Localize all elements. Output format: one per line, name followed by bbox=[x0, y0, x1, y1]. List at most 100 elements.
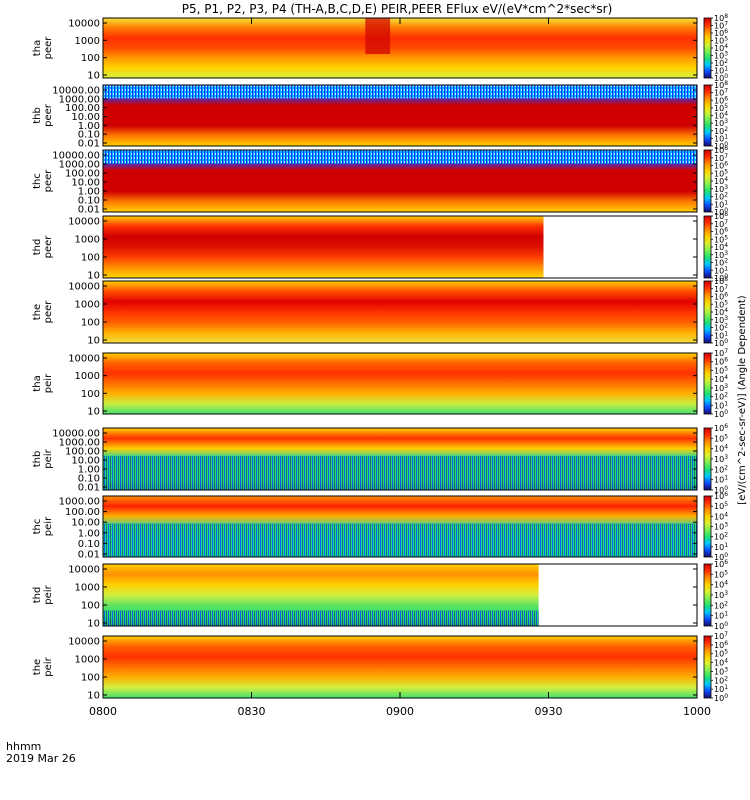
y-tick-label: 1000.00 bbox=[59, 438, 100, 449]
colorbar-tick-label: 104 bbox=[714, 374, 728, 384]
y-axis-label: thcpeir bbox=[32, 516, 54, 536]
x-tick-label: 0900 bbox=[386, 705, 414, 718]
y-tick-label: 1000 bbox=[75, 655, 100, 666]
colorbar-tick-label: 101 bbox=[714, 265, 728, 275]
colorbar-tick-label: 100 bbox=[714, 73, 728, 83]
colorbar-tick-label: 104 bbox=[714, 176, 728, 186]
colorbar-tick-label: 106 bbox=[714, 95, 728, 105]
colorbar-tick-label: 105 bbox=[714, 501, 728, 511]
colorbar-tick-label: 100 bbox=[714, 552, 728, 562]
colorbar-tick-label: 104 bbox=[714, 307, 728, 317]
y-tick-label: 10000 bbox=[68, 19, 100, 30]
colorbar-tick-label: 100 bbox=[714, 693, 728, 703]
y-tick-label: 100 bbox=[81, 253, 100, 264]
y-axis-label: thepeir bbox=[32, 656, 54, 676]
colorbar-tick-label: 106 bbox=[714, 640, 728, 650]
y-tick-label: 1000 bbox=[75, 371, 100, 382]
colorbar-tick-label: 100 bbox=[714, 141, 728, 151]
low-energy-noise bbox=[103, 523, 697, 558]
y-tick-label: 10000.00 bbox=[52, 429, 100, 440]
x-tick-label: 0930 bbox=[535, 705, 563, 718]
colorbar-tick-label: 104 bbox=[714, 580, 728, 590]
colorbar-tick-label: 108 bbox=[714, 276, 728, 286]
y-tick-label: 100.00 bbox=[65, 103, 100, 114]
colorbar-tick-label: 107 bbox=[714, 631, 728, 641]
colorbar-tick-label: 103 bbox=[714, 666, 728, 676]
y-tick-label: 0.10 bbox=[78, 539, 100, 550]
colorbar-tick-label: 102 bbox=[714, 675, 728, 685]
x-axis: 0800 0830 0900 0930 1000 bbox=[89, 18, 711, 718]
colorbar-tick-label: 101 bbox=[714, 611, 728, 621]
colorbar-tick-label: 101 bbox=[714, 475, 728, 485]
colorbar-tick-label: 100 bbox=[714, 621, 728, 631]
colorbar-tick-label: 103 bbox=[714, 590, 728, 600]
colorbar-tick-label: 106 bbox=[714, 292, 728, 302]
x-tick-label: 1000 bbox=[683, 705, 711, 718]
y-tick-label: 0.01 bbox=[78, 205, 100, 216]
y-tick-label: 10 bbox=[87, 336, 100, 347]
panel-tha-peer: 10100100010000thapeer1001011021031041051… bbox=[32, 13, 728, 83]
colorbar-tick-label: 101 bbox=[714, 330, 728, 340]
colorbar-tick-label: 106 bbox=[714, 559, 728, 569]
colorbar-tick-label: 102 bbox=[714, 58, 728, 68]
colorbar-tick-label: 103 bbox=[714, 315, 728, 325]
colorbar-tick-label: 107 bbox=[714, 88, 728, 98]
y-axis-label: thdpeir bbox=[32, 584, 54, 604]
colorbar-tick-label: 107 bbox=[714, 348, 728, 358]
colorbar-tick-label: 102 bbox=[714, 464, 728, 474]
panel-frame bbox=[102, 352, 698, 415]
colorbar-tick-label: 103 bbox=[714, 522, 728, 532]
y-tick-label: 10000.00 bbox=[52, 86, 100, 97]
colorbar-tick-label: 105 bbox=[714, 365, 728, 375]
colorbar-tick-label: 105 bbox=[714, 168, 728, 178]
y-tick-label: 10000 bbox=[68, 282, 100, 293]
y-tick-label: 10.00 bbox=[71, 178, 100, 189]
colorbar-tick-label: 104 bbox=[714, 511, 728, 521]
colorbar-tick-label: 107 bbox=[714, 219, 728, 229]
y-tick-label: 10 bbox=[87, 407, 100, 418]
y-tick-label: 1000.00 bbox=[59, 497, 100, 508]
y-tick-label: 10000.00 bbox=[52, 151, 100, 162]
flux-enhancement bbox=[365, 18, 391, 54]
panel-frame bbox=[102, 563, 698, 627]
colorbar-tick-label: 102 bbox=[714, 192, 728, 202]
colorbar-tick-label: 101 bbox=[714, 400, 728, 410]
panel-thd-peer: 10100100010000thdpeer1001011021031041051… bbox=[32, 211, 728, 283]
high-energy-band bbox=[103, 150, 697, 164]
panel-tha-peir: 10100100010000thapeir1001011021031041051… bbox=[32, 348, 728, 419]
y-tick-label: 0.01 bbox=[78, 483, 100, 494]
colorbar-tick-label: 104 bbox=[714, 111, 728, 121]
colorbar-tick-label: 105 bbox=[714, 433, 728, 443]
colorbar-tick-label: 105 bbox=[714, 234, 728, 244]
colorbar-tick-label: 102 bbox=[714, 258, 728, 268]
panel-frame bbox=[102, 280, 698, 344]
colorbar-tick-label: 101 bbox=[714, 542, 728, 552]
y-axis-label: thapeir bbox=[32, 373, 54, 393]
y-tick-label: 1.00 bbox=[78, 465, 100, 476]
colorbar-tick-label: 105 bbox=[714, 36, 728, 46]
x-tick-label: 0830 bbox=[238, 705, 266, 718]
panel-frame bbox=[102, 427, 698, 491]
y-tick-label: 10.00 bbox=[71, 518, 100, 529]
high-energy-band bbox=[103, 85, 697, 99]
colorbar-tick-label: 108 bbox=[714, 211, 728, 221]
y-tick-label: 0.10 bbox=[78, 474, 100, 485]
colorbar-tick-label: 106 bbox=[714, 357, 728, 367]
colorbar-tick-label: 106 bbox=[714, 423, 728, 433]
y-tick-label: 100 bbox=[81, 389, 100, 400]
x-axis-label: hhmm bbox=[6, 740, 41, 753]
colorbar-tick-label: 103 bbox=[714, 51, 728, 61]
colorbar-tick-label: 105 bbox=[714, 649, 728, 659]
y-axis-label: thepeer bbox=[32, 300, 54, 324]
y-axis-label: thbpeer bbox=[32, 103, 54, 127]
y-tick-label: 100 bbox=[81, 318, 100, 329]
y-tick-label: 10.00 bbox=[71, 112, 100, 123]
y-tick-label: 1000 bbox=[75, 300, 100, 311]
